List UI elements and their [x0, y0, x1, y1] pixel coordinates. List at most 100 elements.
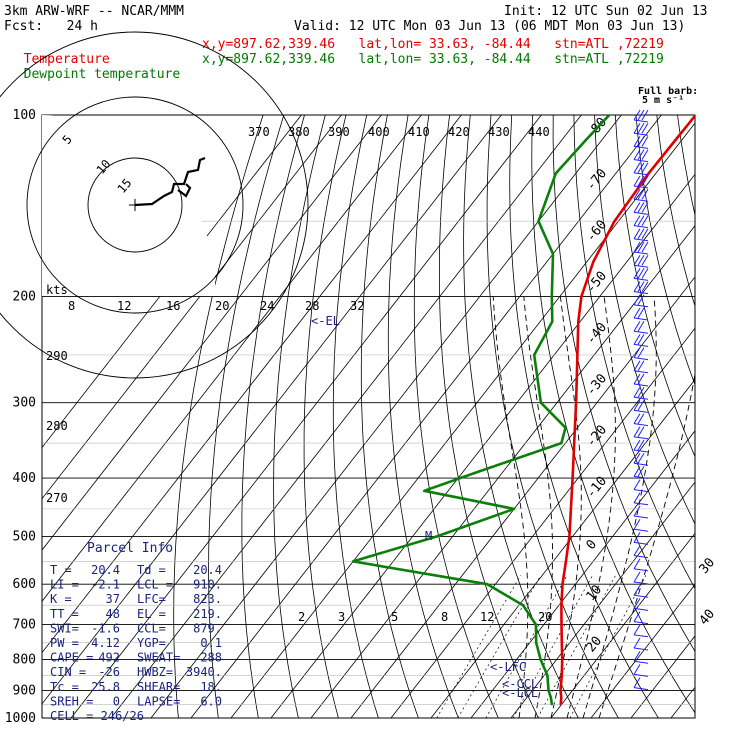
wind-barb-flag [633, 611, 641, 622]
dewpoint-point [435, 535, 438, 538]
wind-barb [633, 647, 649, 651]
dewpoint-point [550, 295, 553, 298]
wind-barb-flag [641, 188, 649, 200]
isotherm [42, 115, 302, 449]
parcel-info-value: 288 [200, 651, 222, 665]
wind-barb [633, 317, 649, 321]
isotherm [110, 115, 582, 718]
dry-adiabat [594, 115, 695, 525]
parcel-info-title: Parcel Info [87, 541, 173, 556]
theta-label: 400 [368, 125, 390, 139]
dry-adiabat [241, 115, 305, 718]
wind-barb-flag [641, 122, 649, 134]
wind-barb-flag [641, 202, 649, 213]
parcel-info-value: 879. [193, 621, 222, 635]
parcel-info-value: CELL = 246/26 [50, 709, 144, 723]
parcel-info-value: 0.1 [200, 636, 222, 650]
parcel-info-value: 492 [98, 651, 120, 665]
wind-barb [633, 330, 649, 334]
mixing-ratio-label: 12 [480, 610, 494, 624]
wind-barb [633, 198, 649, 202]
isotherm [230, 122, 695, 718]
wind-barb-flag [637, 386, 645, 398]
dewpoint-point [551, 320, 554, 323]
wind-barb [633, 238, 649, 242]
parcel-info-value: LAPSE= [137, 694, 180, 708]
wind-barb-flag [637, 320, 645, 332]
wind-barb [633, 462, 649, 466]
parcel-info-value: 6.0 [200, 694, 222, 708]
pressure-tick-label: 800 [13, 653, 36, 668]
temperature-point [647, 172, 650, 175]
wind-barb-flag [637, 122, 645, 134]
isotherm [42, 115, 462, 654]
dewpoint-point [547, 689, 550, 692]
dewpoint-point [533, 354, 536, 356]
wind-barb-flag [637, 452, 645, 464]
parcel-info-value: SREH = [50, 694, 93, 708]
isotherm [550, 532, 695, 718]
temperature-point [565, 560, 567, 563]
wind-barb [633, 634, 649, 638]
isotherm [42, 115, 342, 500]
parcel-info-box: Parcel Info T = 20.4 Td = 20.4 LI = -2.1 LCL =… [50, 541, 222, 723]
wind-barb-flag [633, 439, 641, 451]
theta-side-label: 270 [46, 491, 68, 505]
parcel-info-value: EL = [137, 607, 166, 621]
wind-barb-flag [633, 202, 641, 213]
temperature-point [560, 641, 563, 644]
parcel-info-value: 910. [193, 578, 222, 592]
full-barb-units: 5 m s⁻¹ [642, 95, 684, 106]
wind-barb [633, 132, 649, 136]
wind-barb [633, 370, 649, 374]
dry-adiabat [332, 115, 379, 718]
temperature-point [560, 696, 563, 699]
hodograph-trace [134, 156, 206, 207]
wind-barb-flag [637, 109, 645, 121]
wind-barb [633, 277, 649, 281]
temperature-point [568, 535, 571, 538]
wind-barb-flag [633, 584, 641, 596]
mixing-ratio-label: 20 [538, 610, 552, 624]
dry-adiabat [273, 115, 326, 718]
isotherm [70, 115, 542, 718]
dry-adiabat [413, 115, 499, 718]
dewpoint-point [550, 696, 552, 699]
dewpoint-point [352, 560, 355, 563]
wind-barb-flag [633, 492, 641, 504]
mixing-ratio-label: 2 [298, 610, 305, 624]
dry-adiabat [531, 115, 695, 714]
wind-barb-flag [633, 360, 641, 372]
valid-time: Valid: 12 UTC Mon 03 Jun 13 (06 MDT Mon … [294, 19, 686, 34]
dry-adiabat [635, 115, 695, 386]
moist-adiabat [598, 371, 695, 718]
wind-barb-flag [633, 664, 641, 675]
dry-adiabat [552, 115, 695, 653]
wind-barb-flag [637, 188, 645, 200]
dewpoint-point [564, 426, 567, 429]
dewpoint-point [539, 658, 542, 661]
wind-barb [633, 119, 649, 123]
wind-barb [633, 357, 649, 361]
temperature-point [580, 295, 583, 298]
isotherm [42, 115, 422, 602]
parcel-info-value: YGP= [137, 636, 166, 650]
temperature-line [559, 115, 695, 705]
theta-side-label: 280 [46, 419, 68, 433]
wind-barb-flag [633, 294, 641, 306]
level-marker-lfc: <-LFC [490, 660, 526, 674]
parcel-info-value: TT = [50, 607, 79, 621]
wind-barb-flag [633, 532, 641, 543]
wind-barb-flag [637, 347, 645, 358]
wind-barb [633, 621, 649, 625]
moist-adiabat-label: 20 [215, 299, 229, 313]
theta-label: 390 [328, 125, 350, 139]
temperature-tick-label: 0 [584, 537, 601, 553]
parcel-info-value: PW = [50, 636, 79, 650]
wind-barb-flag [633, 677, 641, 688]
parcel-info-value: LI = [50, 578, 79, 592]
parcel-info-value: HWBZ= [137, 665, 173, 679]
moist-adiabat-label: 32 [350, 299, 364, 313]
theta-side-label: 290 [46, 349, 68, 363]
